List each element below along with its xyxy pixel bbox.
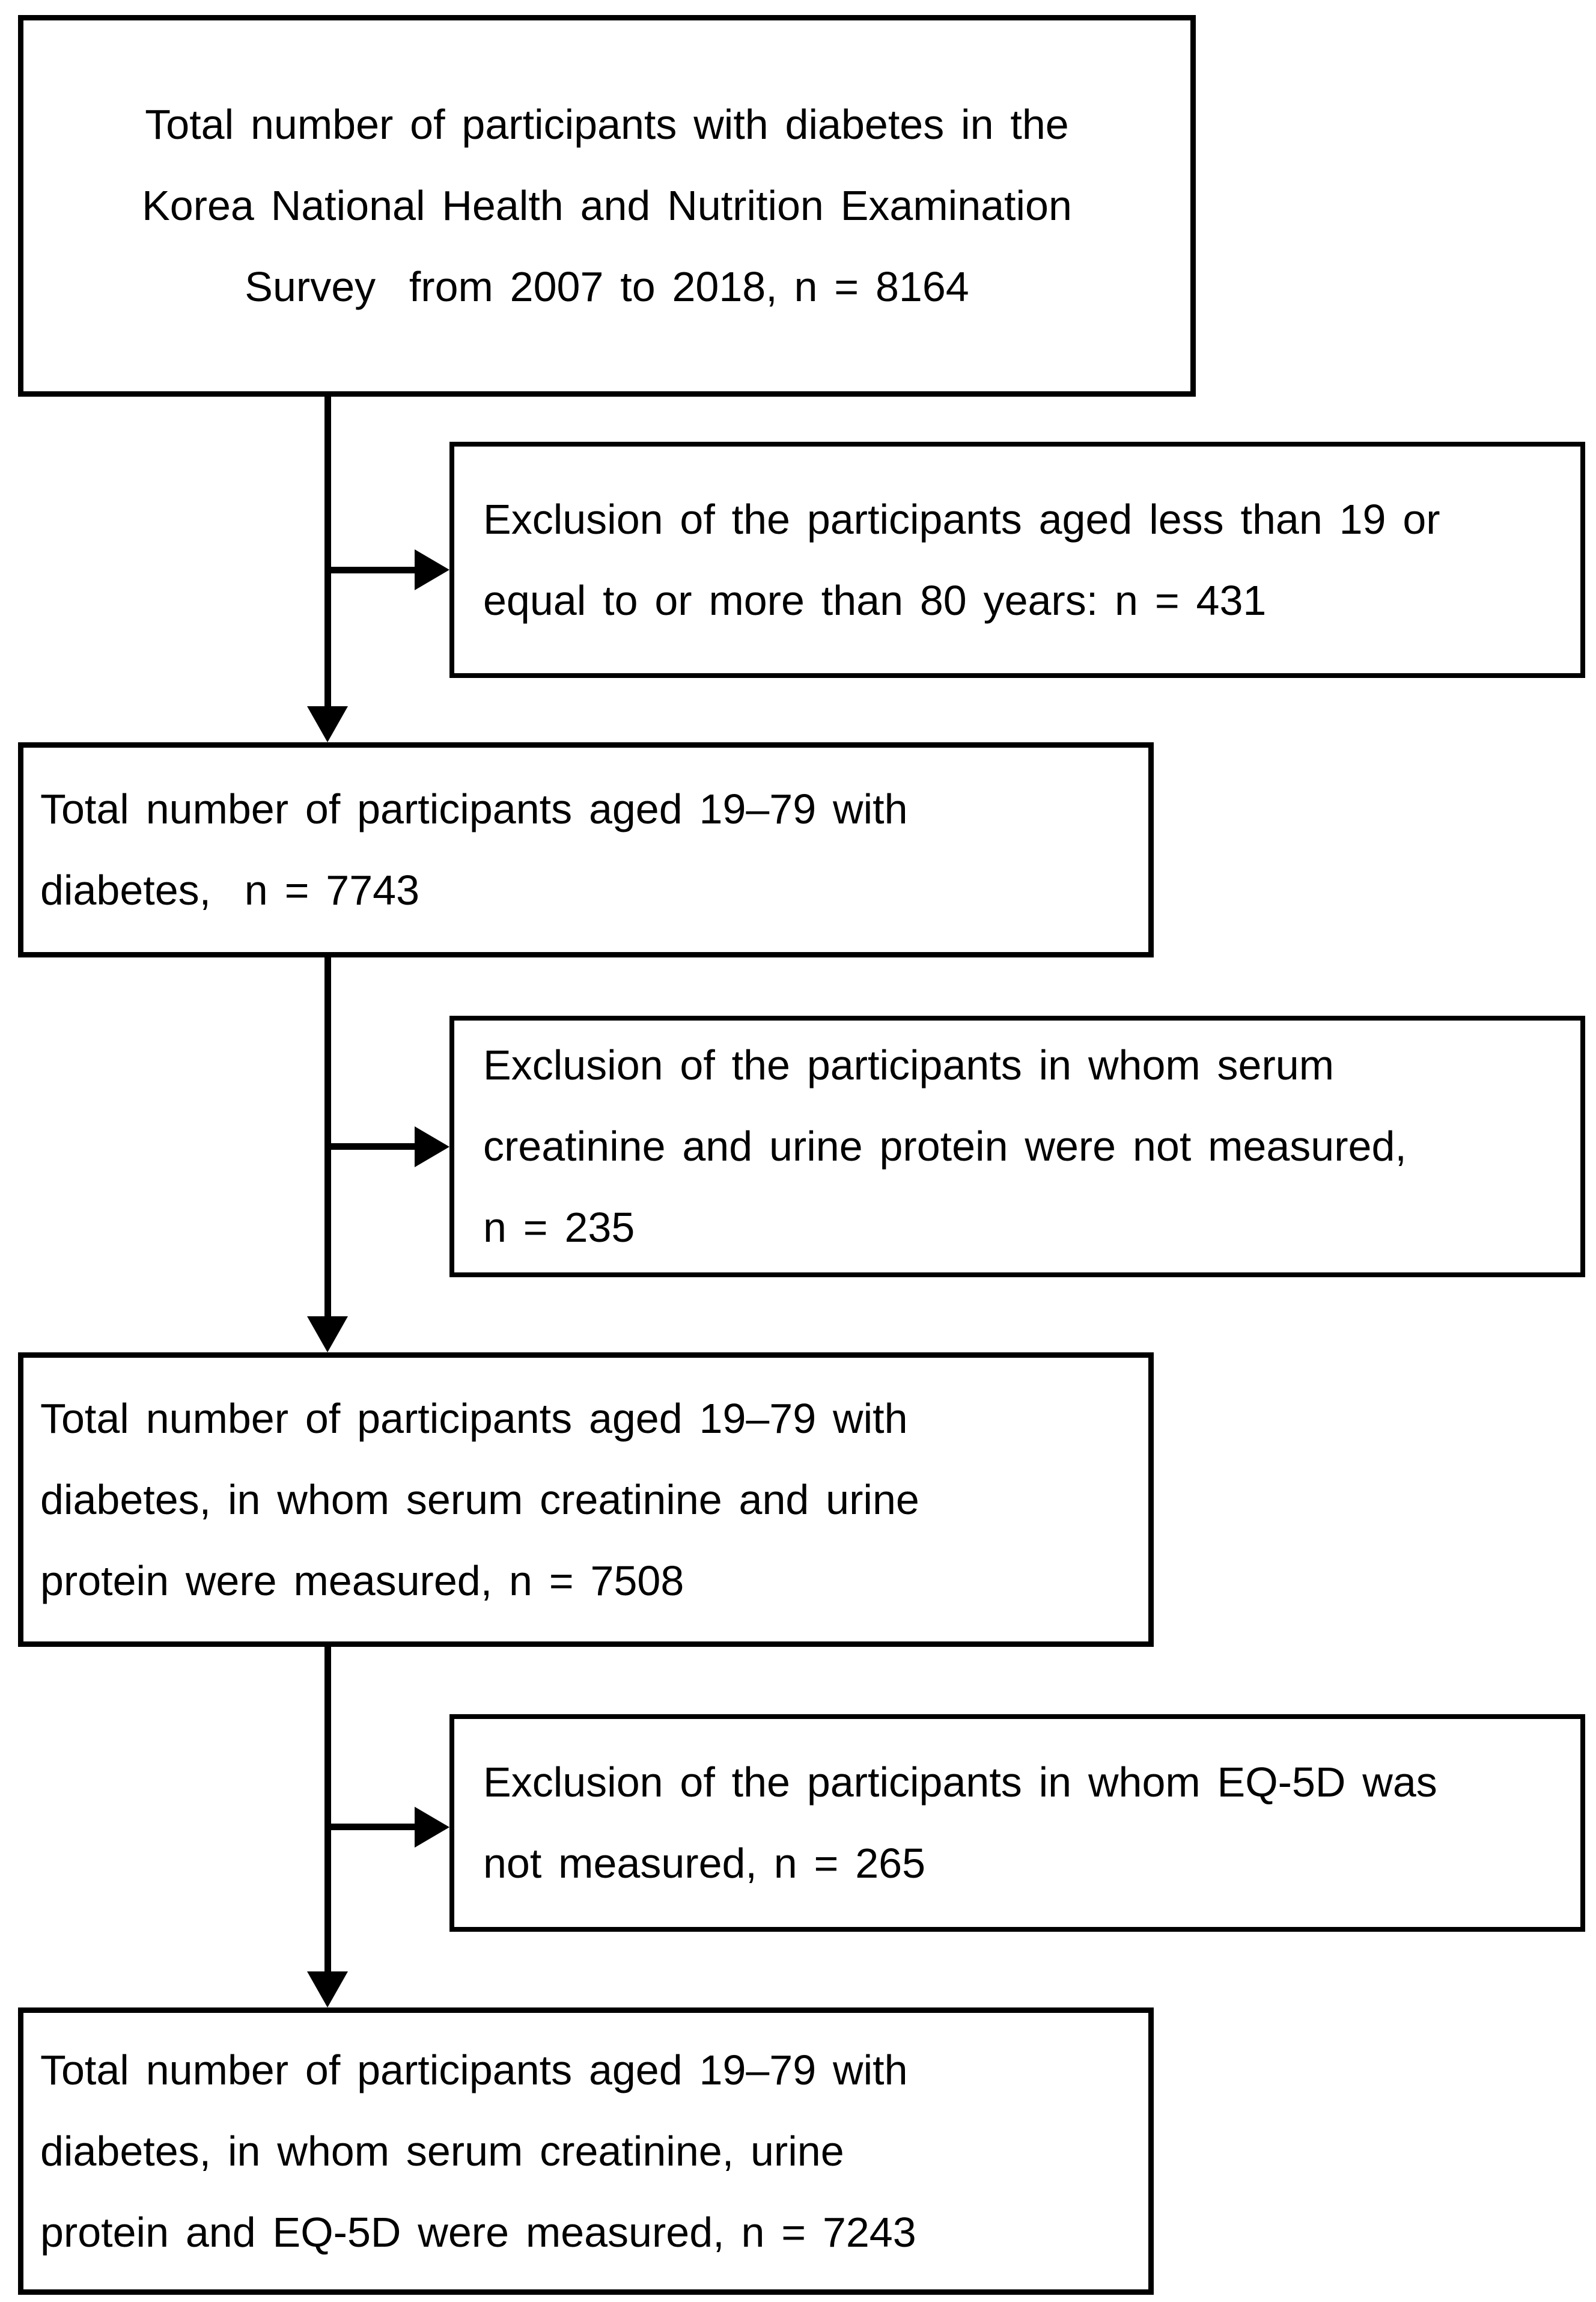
flow-box-knhanes-total: Total number of participants with diabet… [18,15,1196,397]
arrowhead-right-2 [415,1126,449,1167]
arrow-line-vertical-3 [324,1647,331,1971]
flow-box-creatinine-urine-measured: Total number of participants aged 19–79 … [18,1352,1154,1647]
arrowhead-down-3 [307,1971,348,2007]
flow-box-creatinine-urine-eq5d-measured: Total number of participants aged 19–79 … [18,2007,1154,2295]
box-text-line: Total number of participants aged 19–79 … [40,1394,908,1442]
arrow-line-vertical-2 [324,957,331,1316]
box-text-line: Korea National Health and Nutrition Exam… [142,182,1072,229]
box-text-line: diabetes, in whom serum creatinine, urin… [40,2127,844,2175]
box-text-line: protein and EQ-5D were measured, n = 724… [40,2208,916,2256]
box-text-line: Total number of participants aged 19–79 … [40,786,908,832]
exclusion-box-creatinine-urine-not-measured: Exclusion of the participants in whom se… [449,1016,1585,1277]
branch-line-3 [327,1824,416,1830]
flow-box-aged-19-79: Total number of participants aged 19–79 … [18,742,1154,957]
box-text-line: creatinine and urine protein were not me… [483,1123,1407,1170]
arrowhead-down-1 [307,706,348,742]
branch-line-2 [327,1143,416,1150]
box-text-line: diabetes, n = 7743 [40,867,420,914]
branch-line-1 [327,567,416,573]
arrowhead-right-3 [415,1807,449,1848]
box-text-line: Exclusion of the participants in whom EQ… [483,1759,1437,1806]
arrowhead-right-1 [415,549,449,590]
box-text-line: diabetes, in whom serum creatinine and u… [40,1476,919,1523]
exclusion-box-eq5d-not-measured: Exclusion of the participants in whom EQ… [449,1714,1585,1932]
box-text-line: Exclusion of the participants in whom se… [483,1042,1335,1088]
box-text-line: n = 235 [483,1204,635,1251]
box-text-line: protein were measured, n = 7508 [40,1557,684,1604]
box-text-line: Survey from 2007 to 2018, n = 8164 [245,263,969,310]
box-text-line: not measured, n = 265 [483,1840,926,1887]
box-text-line: Total number of participants aged 19–79 … [40,2046,908,2093]
box-text-line: Exclusion of the participants aged less … [483,495,1440,543]
arrow-line-vertical-1 [324,397,331,706]
arrowhead-down-2 [307,1316,348,1352]
box-text-line: Total number of participants with diabet… [145,101,1069,148]
exclusion-box-age: Exclusion of the participants aged less … [449,442,1585,678]
box-text-line: equal to or more than 80 years: n = 431 [483,576,1267,624]
